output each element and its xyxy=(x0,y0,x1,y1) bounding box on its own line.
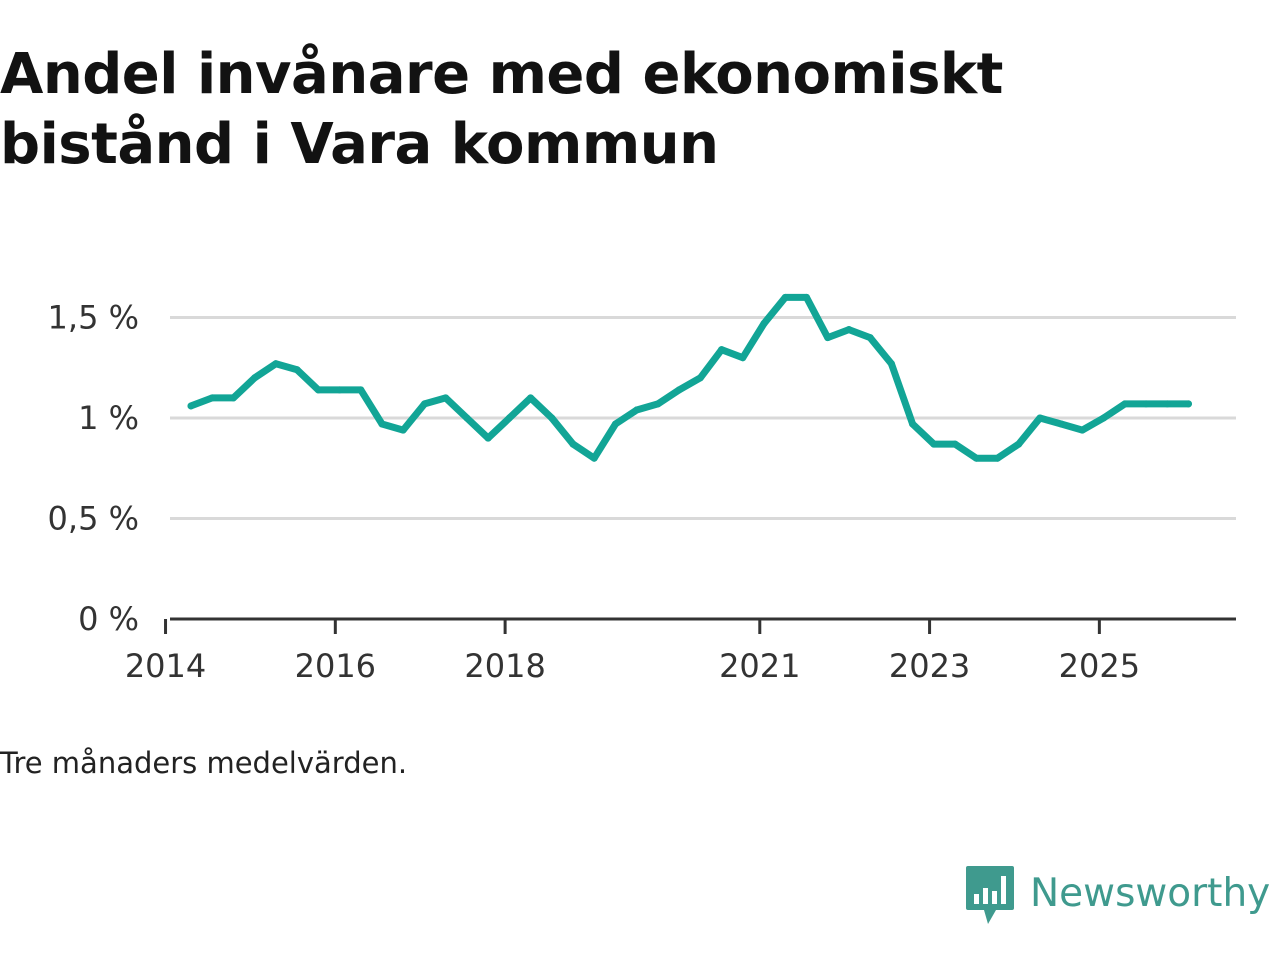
data-point xyxy=(569,440,577,448)
data-point xyxy=(739,354,747,362)
data-point xyxy=(993,454,1001,462)
data-point xyxy=(1121,400,1129,408)
data-point xyxy=(590,454,598,462)
data-point xyxy=(1057,420,1065,428)
x-tick-label: 2025 xyxy=(1059,647,1140,685)
y-axis-ticks: 0 % 0,5 % 1 % 1,5 % xyxy=(48,299,139,639)
gridlines xyxy=(170,316,1236,520)
data-point xyxy=(399,426,407,434)
data-point xyxy=(293,366,301,374)
data-point xyxy=(1185,400,1192,408)
data-point xyxy=(930,440,938,448)
data-point xyxy=(802,293,810,301)
x-tick-label: 2016 xyxy=(295,647,376,685)
data-point xyxy=(760,320,768,328)
data-point xyxy=(420,400,428,408)
data-point xyxy=(696,374,704,382)
data-point xyxy=(951,440,959,448)
data-point xyxy=(1100,414,1108,422)
data-point xyxy=(527,394,535,402)
newsworthy-logo[interactable]: Newsworthy xyxy=(964,864,1270,928)
data-point xyxy=(1078,426,1086,434)
y-tick-label: 1,5 % xyxy=(48,299,139,337)
data-point xyxy=(972,454,980,462)
data-point xyxy=(909,420,917,428)
data-point xyxy=(442,394,450,402)
data-point xyxy=(1163,400,1171,408)
data-point xyxy=(781,293,789,301)
data-point xyxy=(208,394,216,402)
data-points xyxy=(187,293,1192,462)
data-point xyxy=(251,374,259,382)
chart-note: Tre månaders medelvärden. xyxy=(0,746,408,780)
data-point xyxy=(611,420,619,428)
newsworthy-logo-icon xyxy=(966,866,1014,924)
data-point xyxy=(1142,400,1150,408)
data-point xyxy=(463,414,471,422)
chart-title: Andel invånare med ekonomiskt bistånd i … xyxy=(0,42,1003,177)
data-point xyxy=(229,394,237,402)
data-point xyxy=(314,386,322,394)
data-point xyxy=(357,386,365,394)
brand-name: Newsworthy xyxy=(1030,870,1271,916)
data-point xyxy=(187,402,195,410)
x-tick-label: 2018 xyxy=(464,647,545,685)
x-tick-label: 2014 xyxy=(125,647,206,685)
data-point xyxy=(336,386,344,394)
data-point xyxy=(887,360,895,368)
y-tick-label: 0 % xyxy=(78,600,139,638)
x-tick-label: 2021 xyxy=(719,647,800,685)
series-line xyxy=(187,293,1192,462)
data-point xyxy=(548,414,556,422)
data-point xyxy=(272,360,280,368)
data-point xyxy=(824,334,832,342)
y-tick-label: 1 % xyxy=(78,399,139,437)
data-point xyxy=(845,326,853,334)
data-point xyxy=(675,386,683,394)
x-axis-ticks: 2014 2016 2018 2021 2023 2025 xyxy=(125,619,1140,685)
y-tick-label: 0,5 % xyxy=(48,500,139,538)
data-point xyxy=(1036,414,1044,422)
data-point xyxy=(718,346,726,354)
data-point xyxy=(484,434,492,442)
data-point xyxy=(866,334,874,342)
data-point xyxy=(1015,440,1023,448)
data-point xyxy=(505,414,513,422)
data-point xyxy=(633,406,641,414)
x-tick-label: 2023 xyxy=(889,647,970,685)
data-point xyxy=(654,400,662,408)
data-point xyxy=(378,420,386,428)
